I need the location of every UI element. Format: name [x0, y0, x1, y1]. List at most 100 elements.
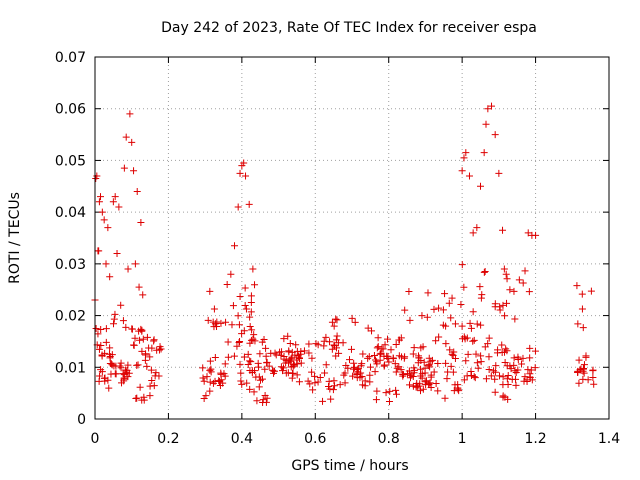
data-point — [111, 310, 119, 318]
data-point — [501, 359, 509, 367]
data-point — [371, 368, 379, 376]
x-axis-label: GPS time / hours — [291, 458, 408, 474]
y-tick-label: 0.04 — [55, 205, 86, 221]
data-point — [120, 371, 128, 379]
data-point — [471, 374, 479, 382]
data-point — [469, 308, 477, 316]
data-point — [473, 359, 481, 367]
data-point — [124, 265, 132, 273]
data-point — [451, 354, 459, 362]
plot-frame — [94, 56, 610, 420]
x-tick-label: 1 — [458, 431, 467, 447]
data-point — [487, 372, 495, 380]
data-point — [393, 364, 401, 372]
y-tick-label: 0.02 — [55, 309, 86, 325]
data-point — [381, 361, 389, 369]
data-point — [376, 356, 384, 364]
data-point — [221, 372, 229, 380]
data-point — [511, 315, 519, 323]
data-point — [366, 371, 374, 379]
data-point — [115, 203, 123, 211]
data-point — [234, 203, 242, 211]
data-point — [510, 354, 518, 362]
data-point — [420, 358, 428, 366]
data-point — [447, 362, 455, 370]
data-point — [410, 344, 418, 352]
data-point — [125, 369, 133, 377]
data-point — [102, 260, 110, 268]
data-point — [256, 376, 264, 384]
data-point — [321, 369, 329, 377]
data-point — [515, 276, 523, 284]
data-point — [200, 377, 208, 385]
data-point — [325, 377, 333, 385]
data-point — [256, 350, 264, 358]
data-point — [492, 362, 500, 370]
data-point — [137, 218, 145, 226]
data-point — [94, 330, 102, 338]
data-point — [451, 320, 459, 328]
data-point — [477, 352, 485, 360]
data-point — [523, 378, 531, 386]
data-point — [376, 350, 384, 358]
y-tick-label: 0.07 — [55, 50, 86, 66]
data-point — [415, 354, 423, 362]
data-point — [490, 367, 498, 375]
data-point — [441, 290, 449, 298]
data-point — [329, 386, 337, 394]
data-point — [238, 380, 246, 388]
data-point — [578, 290, 586, 298]
data-point — [305, 340, 313, 348]
data-point — [404, 370, 412, 378]
data-point — [101, 374, 109, 382]
data-point — [292, 341, 300, 349]
data-point — [510, 287, 518, 295]
data-point — [117, 364, 125, 372]
data-point — [469, 229, 477, 237]
data-point — [98, 368, 106, 376]
data-point — [203, 373, 211, 381]
data-point — [425, 381, 433, 389]
x-tick-label: 0.4 — [231, 431, 253, 447]
data-point — [131, 334, 139, 342]
data-point — [146, 353, 154, 361]
data-point — [499, 373, 507, 381]
data-point — [491, 388, 499, 396]
data-point — [246, 357, 254, 365]
data-point — [133, 187, 141, 195]
data-point — [348, 314, 356, 322]
data-point — [278, 367, 286, 375]
data-point — [246, 339, 254, 347]
data-point — [246, 385, 254, 393]
data-point — [207, 368, 215, 376]
data-point — [427, 357, 435, 365]
data-point — [422, 377, 430, 385]
data-point — [385, 358, 393, 366]
data-point — [255, 383, 263, 391]
x-tick-label: 0.2 — [157, 431, 179, 447]
data-point — [246, 322, 254, 330]
x-tick-label: 0.8 — [378, 431, 400, 447]
data-point — [423, 313, 431, 321]
data-point — [519, 279, 527, 287]
data-point — [449, 368, 457, 376]
data-point — [405, 287, 413, 295]
data-point — [406, 381, 414, 389]
data-point — [458, 261, 466, 269]
data-point — [308, 354, 316, 362]
data-point — [477, 358, 485, 366]
data-point — [434, 387, 442, 395]
data-point — [242, 172, 250, 180]
data-point — [485, 365, 493, 373]
data-point — [145, 344, 153, 352]
data-point — [247, 308, 255, 316]
data-point — [482, 120, 490, 128]
data-point — [287, 363, 295, 371]
data-point — [211, 354, 219, 362]
data-point — [499, 392, 507, 400]
data-point — [382, 389, 390, 397]
data-point — [122, 323, 130, 331]
data-point — [353, 374, 361, 382]
data-point — [288, 374, 296, 382]
data-point — [480, 149, 488, 157]
